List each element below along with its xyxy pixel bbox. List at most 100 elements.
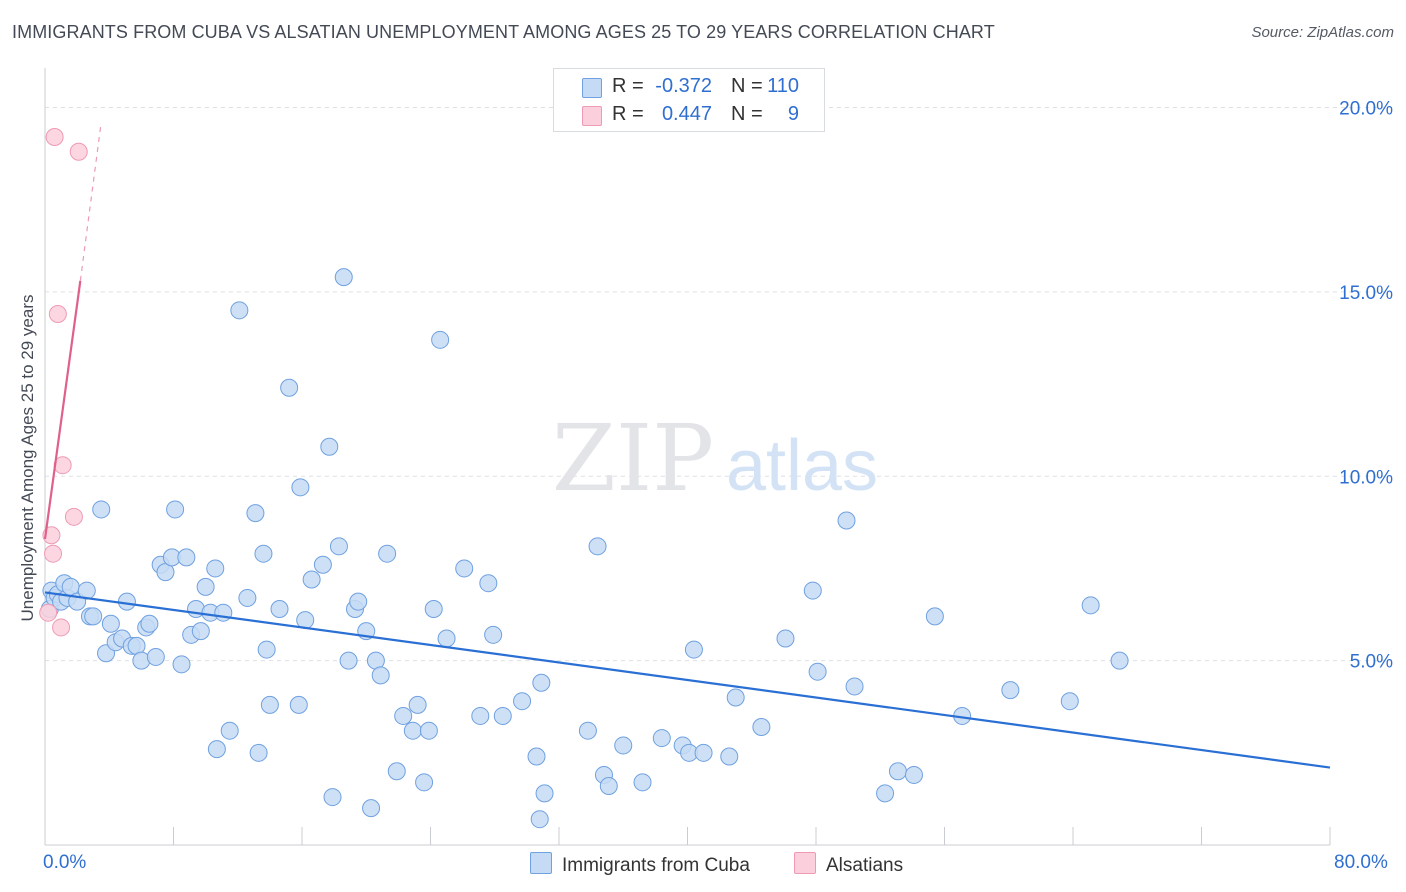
data-point-cuba [532,673,551,692]
data-point-cuba [493,706,512,725]
data-point-cuba [214,603,233,622]
data-point-cuba [362,799,381,818]
bottom-legend-swatch-blue [530,852,552,874]
data-point-cuba [1001,681,1020,700]
data-point-cuba [207,740,226,759]
zipatlas-watermark: ZIP atlas [552,405,878,512]
data-point-alsatians [52,618,71,637]
bottom-legend-item-alsatians: Alsatians [794,852,903,877]
data-point-cuba [845,677,864,696]
watermark-zip: ZIP [552,405,714,512]
data-point-alsatians [69,142,88,161]
data-point-cuba [904,765,923,784]
data-point-cuba [339,651,358,670]
data-point-cuba [684,640,703,659]
legend-row-alsatians: R = 0.447 N = 9 [554,101,824,129]
data-point-cuba [527,747,546,766]
data-point-cuba [291,478,310,497]
y-tick-label: 5.0% [1350,652,1393,673]
data-point-cuba [238,588,257,607]
data-point-cuba [387,762,406,781]
data-point-cuba [588,537,607,556]
bottom-legend-item-cuba: Immigrants from Cuba [530,852,750,877]
legend-n-label: N = [731,75,763,97]
data-point-cuba [289,695,308,714]
data-point-cuba [876,784,895,803]
watermark-atlas: atlas [726,426,878,506]
data-point-cuba [720,747,739,766]
data-point-cuba [530,810,549,829]
data-point-cuba [191,622,210,641]
data-point-cuba [302,570,321,589]
correlation-legend: R = -0.372 N = 110 R = 0.447 N = 9 [553,68,825,132]
bottom-legend-label-alsatians: Alsatians [826,855,904,876]
data-point-cuba [408,695,427,714]
data-point-cuba [257,640,276,659]
data-point-cuba [220,721,239,740]
y-tick-label: 20.0% [1339,99,1393,120]
data-point-cuba [415,773,434,792]
data-point-cuba [371,666,390,685]
data-point-cuba [92,500,111,519]
data-point-cuba [313,555,332,574]
data-point-cuba [888,762,907,781]
x-axis-min-label: 0.0% [43,852,87,873]
data-point-cuba [166,500,185,519]
data-point-cuba [146,647,165,666]
legend-swatch-blue [582,78,602,98]
data-point-cuba [752,718,771,736]
data-point-cuba [117,592,136,611]
gridlines [45,107,1392,662]
data-point-cuba [694,743,713,762]
data-point-cuba [535,784,554,803]
data-point-cuba [329,537,348,556]
data-point-cuba [323,788,342,807]
data-point-cuba [140,614,159,633]
data-point-cuba [837,511,856,530]
data-point-cuba [726,688,745,707]
data-point-cuba [437,629,456,648]
chart-title: IMMIGRANTS FROM CUBA VS ALSATIAN UNEMPLO… [12,22,995,42]
y-tick-label: 10.0% [1339,467,1393,488]
data-point-cuba [172,655,191,674]
data-point-cuba [1081,596,1100,615]
series-alsatians [39,128,88,637]
data-point-alsatians [64,507,83,526]
data-point-cuba [334,268,353,287]
data-point-cuba [471,706,490,725]
x-axis-max-label: 80.0% [1334,852,1388,873]
legend-r-label: R = [612,103,644,125]
bottom-legend-swatch-pink [794,852,816,874]
legend-r-value: 0.447 [661,103,712,125]
data-point-cuba [455,559,474,578]
data-point-alsatians [44,544,63,563]
data-point-cuba [196,577,215,596]
data-point-cuba [260,695,279,714]
data-point-cuba [599,777,618,795]
data-point-cuba [246,504,265,523]
data-point-cuba [808,662,827,681]
legend-r-label: R = [612,75,644,97]
data-point-cuba [633,773,652,792]
data-point-cuba [479,574,498,593]
data-point-cuba [177,548,196,567]
axes [44,68,1331,846]
data-point-cuba [270,600,289,618]
y-tick-labels: 5.0% 10.0% 15.0% 20.0% [1339,99,1393,673]
legend-row-cuba: R = -0.372 N = 110 [554,73,824,101]
y-tick-label: 15.0% [1339,283,1393,304]
data-point-cuba [254,544,273,563]
data-point-cuba [578,721,597,740]
series-immigrants-from-cuba [40,268,1129,829]
data-point-cuba [925,607,944,626]
trend-line-cuba [44,591,1331,769]
data-point-cuba [206,559,225,578]
data-point-alsatians [48,305,67,323]
bottom-legend-label-cuba: Immigrants from Cuba [562,855,750,876]
data-point-alsatians [45,128,64,146]
data-point-cuba [424,600,443,618]
data-point-cuba [101,614,120,633]
data-point-cuba [84,607,103,626]
data-point-cuba [249,743,268,762]
data-point-cuba [776,629,795,648]
